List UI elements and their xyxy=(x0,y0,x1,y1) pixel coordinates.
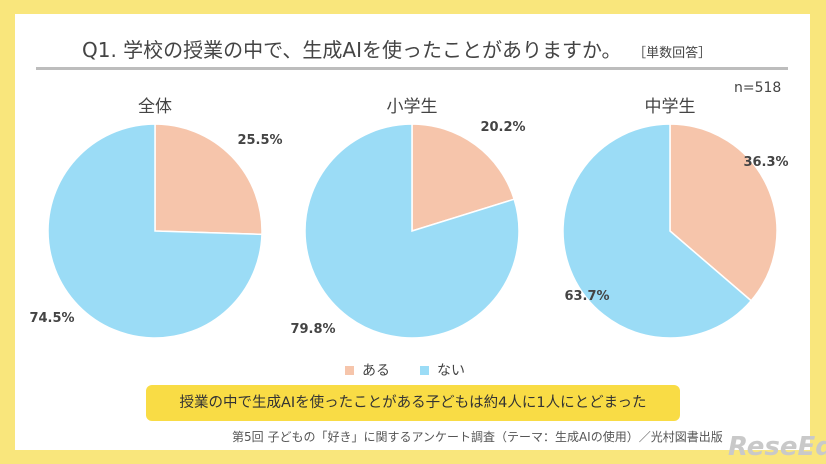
legend: ある ない xyxy=(345,360,465,380)
chart-title: Q1. 学校の授業の中で、生成AIを使ったことがありますか。 ［単数回答］ xyxy=(82,34,711,63)
answer-type: ［単数回答］ xyxy=(639,46,712,61)
pie-slice-ない xyxy=(562,123,753,339)
data-label: 25.5% xyxy=(237,133,282,148)
legend-swatch xyxy=(345,366,354,375)
pie-slice-ない xyxy=(304,123,520,339)
pie-slice-ある xyxy=(669,123,778,302)
data-label: 63.7% xyxy=(564,289,609,304)
legend-label: ある xyxy=(362,363,390,379)
pie-title-junior-high: 中学生 xyxy=(644,97,696,117)
pie-slice-ある xyxy=(154,123,263,236)
question-text: Q1. 学校の授業の中で、生成AIを使ったことがありますか。 xyxy=(82,38,622,62)
legend-label: ない xyxy=(437,363,465,379)
data-label: 79.8% xyxy=(290,322,335,337)
pie-slice-ある xyxy=(411,123,516,233)
callout-box: 授業の中で生成AIを使ったことがある子どもは約4人に1人にとどまった xyxy=(146,385,680,421)
pie-title-elementary: 小学生 xyxy=(386,97,438,117)
data-label: 36.3% xyxy=(743,155,788,170)
pie-title-all: 全体 xyxy=(138,97,172,117)
data-label: 74.5% xyxy=(29,311,74,326)
legend-item-nai: ない xyxy=(420,360,465,380)
data-label: 20.2% xyxy=(480,120,525,135)
pie-slice-ない xyxy=(47,123,263,339)
legend-swatch xyxy=(420,366,429,375)
source-footer: 第5回 子どもの「好き」に関するアンケート調査（テーマ：生成AIの使用）／光村図… xyxy=(232,430,723,444)
legend-item-aru: ある xyxy=(345,360,390,380)
logo: ReseEd xyxy=(728,432,826,462)
sample-size: n=518 xyxy=(734,80,782,96)
divider xyxy=(36,67,788,70)
